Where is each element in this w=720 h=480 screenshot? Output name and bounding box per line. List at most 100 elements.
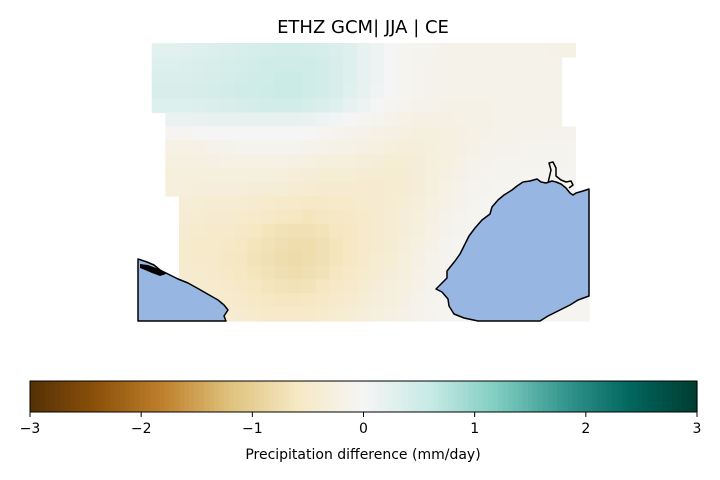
heatmap-cell [192, 43, 207, 58]
heatmap-cell [151, 98, 166, 114]
heatmap-cell [479, 56, 494, 72]
heatmap-cell [165, 43, 180, 58]
heatmap-cell [548, 56, 563, 72]
heatmap-cell [179, 112, 194, 127]
heatmap-cell [274, 112, 289, 127]
colorbar-segment [617, 381, 623, 412]
heatmap-cell [329, 195, 344, 211]
heatmap-cell [247, 251, 262, 266]
heatmap-cell [315, 237, 330, 253]
colorbar-segment [463, 381, 469, 412]
colorbar-segment [114, 381, 121, 412]
colorbar-segment [99, 381, 106, 412]
heatmap-cell [274, 195, 289, 211]
colorbar-segment [453, 381, 459, 412]
colorbar-segment [59, 381, 66, 412]
colorbar-segment [239, 381, 245, 412]
heatmap-cell [247, 140, 262, 155]
heatmap-cell [452, 195, 467, 211]
heatmap-cell [411, 154, 426, 169]
heatmap-cell [233, 237, 248, 253]
heatmap-cell [179, 168, 194, 183]
heatmap-cell [220, 223, 235, 239]
heatmap-cell [534, 112, 549, 127]
colorbar-tick-label: 1 [470, 421, 479, 437]
heatmap-cell [274, 293, 289, 308]
heatmap-cell [548, 126, 563, 141]
heatmap-cell [288, 43, 303, 58]
heatmap-cell [329, 98, 344, 114]
heatmap-cell [561, 168, 576, 183]
heatmap-cell [220, 209, 235, 225]
heatmap-cell [466, 84, 481, 100]
heatmap-cell [520, 56, 535, 72]
heatmap-cell [356, 168, 371, 183]
heatmap-cell [274, 251, 289, 266]
heatmap-cell [233, 56, 248, 72]
heatmap-cell [302, 168, 317, 183]
heatmap-cell [384, 168, 399, 183]
colorbar-segment [159, 381, 165, 412]
heatmap-cell [343, 251, 358, 266]
heatmap-cell [452, 223, 467, 239]
colorbar-segment [632, 381, 638, 412]
colorbar-segment [89, 381, 96, 412]
colorbar-segment [258, 381, 265, 412]
colorbar-segment [144, 381, 151, 412]
heatmap-cell [534, 70, 549, 86]
heatmap-cell [370, 293, 385, 308]
heatmap-cell [315, 43, 330, 58]
heatmap-cell [329, 112, 344, 127]
heatmap-cell [329, 223, 344, 239]
colorbar-segment [219, 381, 225, 412]
heatmap-cell [329, 307, 344, 322]
colorbar-segment [189, 381, 195, 412]
heatmap-cell [220, 112, 235, 127]
heatmap-cell [507, 70, 522, 86]
heatmap-cell [493, 126, 508, 141]
colorbar-segment [428, 381, 434, 412]
heatmap-cell [438, 140, 453, 155]
heatmap-cell [370, 84, 385, 100]
heatmap-cell [179, 126, 194, 141]
heatmap-cell [384, 98, 399, 114]
heatmap-cell [343, 209, 358, 225]
heatmap-cell [397, 195, 412, 211]
heatmap-cell [479, 140, 494, 155]
heatmap-cell [315, 168, 330, 183]
colorbar-segment [403, 381, 409, 412]
colorbar-segment [363, 381, 370, 412]
heatmap-cell [493, 168, 508, 183]
heatmap-cell [356, 140, 371, 155]
heatmap-cell [561, 43, 576, 58]
heatmap-cell [261, 70, 276, 86]
heatmap-cell [220, 70, 235, 86]
heatmap-cell [438, 112, 453, 127]
colorbar-tick-label: −3 [20, 421, 41, 437]
heatmap-cell [247, 195, 262, 211]
heatmap-cell [356, 279, 371, 294]
colorbar-segment [418, 381, 424, 412]
heatmap-cell [192, 112, 207, 127]
heatmap-cell [302, 265, 317, 280]
heatmap-cell [425, 265, 440, 280]
colorbar-segment [194, 381, 200, 412]
heatmap-cell [493, 84, 508, 100]
colorbar-segment [184, 381, 190, 412]
heatmap-cell [274, 237, 289, 253]
heatmap-cell [384, 70, 399, 86]
heatmap-cell [507, 43, 522, 58]
heatmap-cell [534, 56, 549, 72]
heatmap-cell [411, 112, 426, 127]
heatmap-cell [343, 223, 358, 239]
heatmap-cell [315, 154, 330, 169]
colorbar-segment [293, 381, 300, 412]
colorbar-segment [667, 381, 673, 412]
heatmap-cell [206, 279, 221, 294]
colorbar-segment [393, 381, 399, 412]
heatmap-cell [438, 251, 453, 266]
heatmap-cell [261, 279, 276, 294]
heatmap-cell [165, 154, 180, 169]
heatmap-cell [288, 154, 303, 169]
colorbar-segment [323, 381, 330, 412]
